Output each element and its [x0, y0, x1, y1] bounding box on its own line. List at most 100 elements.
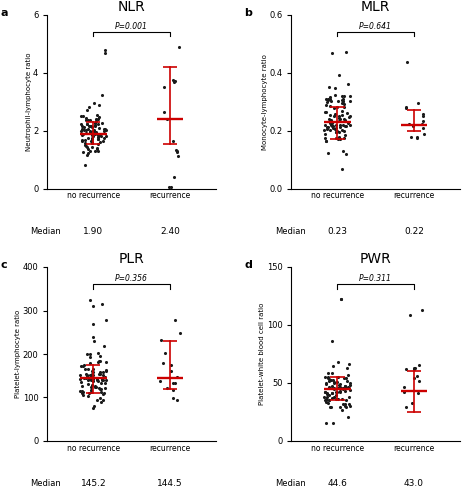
Point	[90, 127, 98, 135]
Point	[321, 388, 329, 396]
Point	[335, 394, 342, 402]
Point	[338, 111, 346, 119]
Point	[332, 395, 339, 403]
Point	[324, 390, 331, 398]
Point	[328, 337, 336, 345]
Text: 144.5: 144.5	[157, 479, 182, 488]
Point	[335, 71, 343, 79]
Point	[325, 97, 332, 104]
Point	[88, 135, 96, 143]
Point	[87, 127, 94, 135]
Point	[339, 121, 346, 129]
Y-axis label: Platelet-lymphocyte ratio: Platelet-lymphocyte ratio	[15, 310, 21, 398]
Point	[333, 103, 340, 111]
Point	[160, 108, 167, 116]
Point	[326, 115, 333, 122]
Text: P=0.641: P=0.641	[359, 22, 392, 31]
Point	[94, 147, 101, 155]
Point	[419, 306, 426, 314]
Point	[342, 122, 349, 130]
Point	[334, 97, 342, 105]
Point	[91, 402, 98, 410]
Point	[342, 150, 349, 158]
Point	[419, 110, 427, 118]
Point	[338, 395, 346, 403]
Point	[98, 300, 105, 308]
Point	[77, 378, 85, 386]
Point	[173, 373, 181, 381]
Title: PWR: PWR	[360, 252, 392, 266]
Point	[341, 402, 349, 410]
Point	[325, 383, 333, 391]
Point	[94, 349, 101, 357]
Point	[322, 138, 330, 146]
Point	[91, 122, 99, 130]
Point	[101, 373, 109, 381]
Point	[89, 138, 96, 146]
Point	[82, 369, 90, 377]
Point	[96, 138, 104, 146]
Text: 43.0: 43.0	[404, 479, 424, 488]
Point	[167, 361, 175, 369]
Point	[328, 122, 336, 129]
Point	[84, 365, 91, 372]
Point	[83, 120, 91, 128]
Point	[80, 123, 88, 131]
Point	[100, 134, 108, 142]
Point	[100, 127, 108, 135]
Point	[159, 359, 167, 367]
Point	[157, 336, 165, 344]
Point	[338, 96, 346, 103]
Point	[102, 366, 110, 374]
Point	[87, 350, 94, 358]
Point	[84, 149, 91, 157]
Point	[101, 384, 109, 392]
Point	[339, 385, 346, 393]
Point	[329, 122, 337, 130]
Point	[339, 95, 346, 103]
Point	[420, 130, 428, 138]
Point	[328, 98, 335, 105]
Point	[86, 147, 93, 155]
Point	[91, 130, 99, 138]
Point	[87, 383, 94, 391]
Point	[83, 120, 91, 128]
Point	[332, 134, 340, 142]
Point	[322, 108, 330, 116]
Point	[163, 115, 171, 123]
Point	[419, 117, 427, 124]
Point	[88, 139, 96, 147]
Point	[102, 376, 109, 384]
Point	[325, 396, 333, 404]
Point	[89, 127, 97, 135]
Point	[82, 114, 90, 122]
Point	[341, 127, 348, 135]
Point	[346, 384, 353, 392]
Point	[99, 375, 106, 383]
Point	[331, 385, 338, 393]
Point	[169, 387, 177, 394]
Point	[90, 333, 97, 341]
Point	[80, 388, 87, 396]
Y-axis label: Platelet-white blood cell ratio: Platelet-white blood cell ratio	[259, 303, 265, 405]
Point	[322, 419, 329, 427]
Point	[80, 374, 88, 382]
Point	[324, 122, 331, 130]
Point	[336, 123, 343, 131]
Point	[82, 116, 90, 124]
Point	[80, 112, 87, 120]
Point	[323, 393, 330, 401]
Point	[339, 98, 347, 105]
Point	[346, 379, 354, 387]
Point	[320, 393, 328, 401]
Point	[328, 119, 336, 127]
Point	[330, 104, 337, 112]
Point	[325, 95, 332, 103]
Text: d: d	[244, 260, 252, 270]
Point	[340, 99, 347, 107]
Point	[321, 134, 329, 142]
Point	[90, 302, 97, 310]
Point	[320, 126, 328, 134]
Point	[343, 377, 351, 385]
Point	[331, 84, 339, 92]
